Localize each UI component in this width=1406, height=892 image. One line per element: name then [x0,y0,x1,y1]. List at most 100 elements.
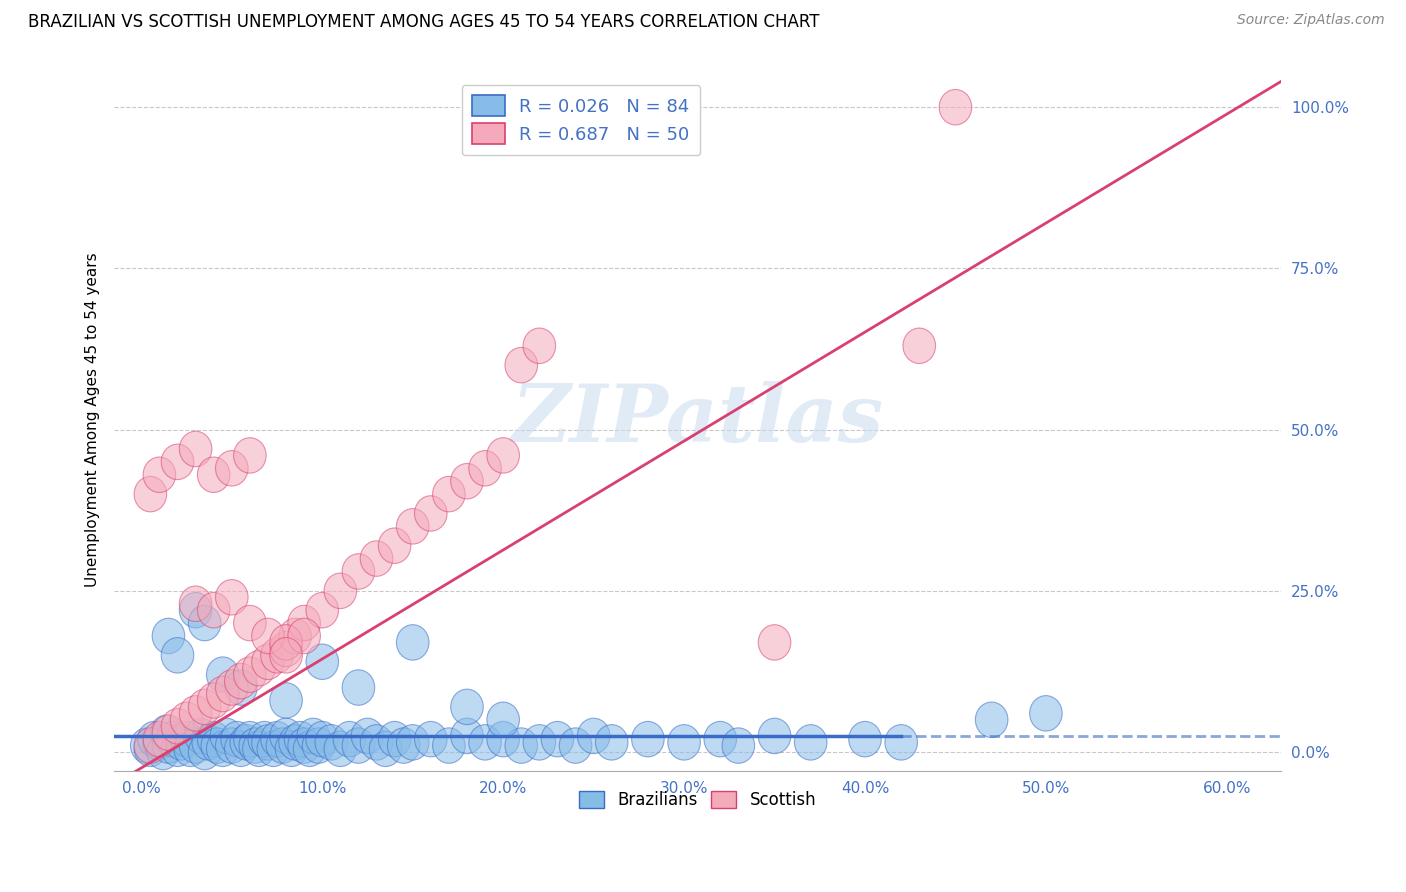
Ellipse shape [215,450,247,486]
Ellipse shape [197,457,231,492]
Ellipse shape [939,89,972,125]
Ellipse shape [276,731,308,766]
Ellipse shape [152,728,184,764]
Ellipse shape [288,606,321,640]
Ellipse shape [884,724,918,760]
Ellipse shape [215,580,247,615]
Ellipse shape [233,722,266,757]
Ellipse shape [270,632,302,666]
Ellipse shape [668,724,700,760]
Text: ZIPatlas: ZIPatlas [512,381,884,458]
Ellipse shape [294,731,326,766]
Ellipse shape [170,702,202,738]
Ellipse shape [252,618,284,654]
Ellipse shape [180,592,212,628]
Ellipse shape [174,731,207,766]
Ellipse shape [415,496,447,531]
Ellipse shape [794,724,827,760]
Ellipse shape [197,592,231,628]
Ellipse shape [284,722,316,757]
Ellipse shape [233,438,266,473]
Ellipse shape [396,724,429,760]
Ellipse shape [184,718,218,754]
Ellipse shape [278,618,311,654]
Ellipse shape [162,444,194,480]
Ellipse shape [323,573,357,608]
Ellipse shape [723,728,755,764]
Ellipse shape [180,586,212,622]
Ellipse shape [162,708,194,744]
Ellipse shape [131,728,163,764]
Ellipse shape [288,618,321,654]
Ellipse shape [270,682,302,718]
Ellipse shape [225,731,257,766]
Ellipse shape [288,728,321,764]
Ellipse shape [758,624,790,660]
Ellipse shape [188,690,221,724]
Ellipse shape [631,722,664,757]
Ellipse shape [252,724,284,760]
Ellipse shape [162,638,194,673]
Ellipse shape [270,718,302,754]
Ellipse shape [180,696,212,731]
Text: BRAZILIAN VS SCOTTISH UNEMPLOYMENT AMONG AGES 45 TO 54 YEARS CORRELATION CHART: BRAZILIAN VS SCOTTISH UNEMPLOYMENT AMONG… [28,13,820,31]
Ellipse shape [307,644,339,680]
Ellipse shape [396,624,429,660]
Ellipse shape [415,722,447,757]
Ellipse shape [315,724,347,760]
Ellipse shape [252,644,284,680]
Ellipse shape [378,528,411,564]
Ellipse shape [342,670,375,706]
Ellipse shape [451,690,484,724]
Ellipse shape [215,670,247,706]
Ellipse shape [225,670,257,706]
Ellipse shape [505,728,537,764]
Ellipse shape [903,328,935,364]
Ellipse shape [323,731,357,766]
Ellipse shape [342,728,375,764]
Ellipse shape [138,722,170,757]
Ellipse shape [207,657,239,692]
Ellipse shape [134,728,167,764]
Ellipse shape [307,592,339,628]
Ellipse shape [257,731,290,766]
Ellipse shape [193,724,225,760]
Ellipse shape [209,718,243,754]
Ellipse shape [486,702,519,738]
Ellipse shape [704,722,737,757]
Ellipse shape [152,618,184,654]
Ellipse shape [578,718,610,754]
Y-axis label: Unemployment Among Ages 45 to 54 years: Unemployment Among Ages 45 to 54 years [86,252,100,587]
Ellipse shape [243,650,276,686]
Ellipse shape [143,457,176,492]
Ellipse shape [468,450,502,486]
Ellipse shape [505,347,537,383]
Ellipse shape [152,715,184,750]
Ellipse shape [541,722,574,757]
Ellipse shape [758,718,790,754]
Ellipse shape [150,715,183,750]
Text: Source: ZipAtlas.com: Source: ZipAtlas.com [1237,13,1385,28]
Ellipse shape [143,722,176,757]
Ellipse shape [221,722,253,757]
Ellipse shape [378,722,411,757]
Ellipse shape [188,606,221,640]
Ellipse shape [180,431,212,467]
Ellipse shape [360,541,392,576]
Ellipse shape [231,724,263,760]
Ellipse shape [225,664,257,698]
Ellipse shape [233,606,266,640]
Ellipse shape [207,676,239,712]
Ellipse shape [134,476,167,512]
Ellipse shape [239,728,271,764]
Ellipse shape [270,624,302,660]
Ellipse shape [188,734,221,770]
Ellipse shape [297,718,329,754]
Ellipse shape [595,724,628,760]
Ellipse shape [134,731,167,766]
Ellipse shape [247,722,281,757]
Ellipse shape [468,724,502,760]
Ellipse shape [270,638,302,673]
Ellipse shape [342,554,375,590]
Ellipse shape [170,722,202,757]
